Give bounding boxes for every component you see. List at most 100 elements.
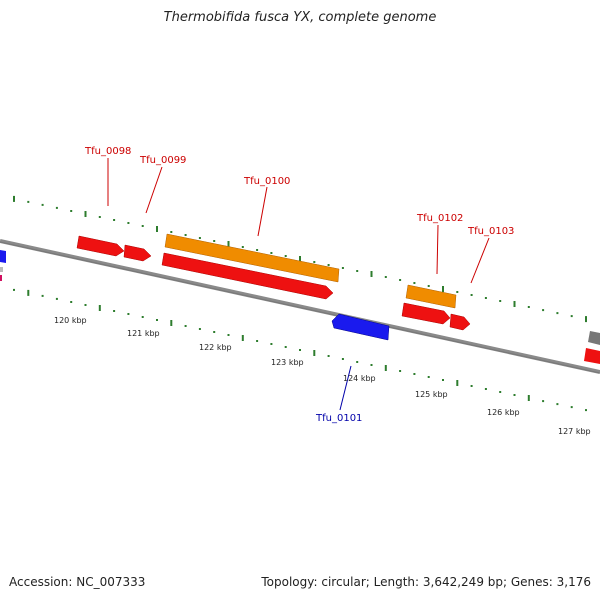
- gene-tfu-0102[interactable]: [405, 284, 457, 309]
- gc-tick: [470, 294, 473, 296]
- scale-label-124: 124 kbp: [343, 374, 376, 383]
- gc-tick: [284, 346, 287, 348]
- gc-tick: [299, 349, 301, 351]
- gc-tick: [170, 231, 173, 233]
- gc-tick: [141, 316, 144, 318]
- gene-label-leaders: [107, 158, 490, 411]
- gc-tick: [542, 400, 545, 403]
- gc-tick: [213, 331, 216, 333]
- gene-partial-right[interactable]: [588, 331, 600, 345]
- gc-tick: [127, 222, 130, 224]
- gene-label-tfu-0103[interactable]: Tfu_0103: [467, 226, 514, 237]
- accession-text: Accession: NC_007333: [9, 575, 146, 589]
- gc-content-track-lower: [13, 288, 587, 412]
- gc-tick: [127, 313, 130, 315]
- gc-tick: [184, 234, 187, 236]
- gc-tick: [427, 285, 430, 287]
- gc-tick: [442, 379, 444, 381]
- gene-tfu-0100[interactable]: [164, 233, 340, 283]
- gc-tick: [399, 279, 402, 281]
- gc-tick: [184, 325, 187, 327]
- cds-tfu-0103[interactable]: [449, 313, 471, 331]
- gene-label-tfu-0102[interactable]: Tfu_0102: [416, 213, 463, 224]
- gc-tick: [113, 310, 116, 312]
- cds-tfu-0102[interactable]: [401, 302, 451, 325]
- scale-label-127: 127 kbp: [558, 427, 591, 436]
- gc-tick: [198, 328, 201, 330]
- gc-tick: [313, 350, 316, 356]
- map-title: Thermobifida fusca YX, complete genome: [163, 10, 437, 25]
- gc-tick: [513, 394, 516, 396]
- gc-tick: [256, 340, 259, 342]
- gc-tick: [141, 225, 144, 227]
- gc-tick: [413, 373, 416, 375]
- gc-tick: [241, 246, 244, 248]
- gc-tick: [27, 200, 30, 203]
- gc-tick: [98, 305, 101, 311]
- gc-tick: [356, 270, 359, 272]
- gc-tick: [513, 301, 516, 307]
- gc-tick: [370, 271, 373, 277]
- gc-tick: [41, 294, 44, 297]
- gc-tick: [370, 364, 373, 366]
- cds-tfu-0099[interactable]: [123, 244, 152, 262]
- gc-tick: [156, 226, 158, 232]
- gc-tick: [270, 343, 273, 345]
- gc-tick: [484, 297, 487, 299]
- gc-tick: [241, 335, 244, 341]
- gc-tick: [113, 219, 116, 221]
- gc-tick: [170, 320, 173, 326]
- cds-tfu-0098[interactable]: [76, 235, 125, 257]
- gc-tick: [456, 380, 459, 386]
- gc-tick: [527, 395, 530, 401]
- gc-tick: [70, 301, 73, 303]
- scale-label-126: 126 kbp: [487, 408, 520, 417]
- gc-tick: [84, 211, 87, 217]
- reverse-cds-partial-left[interactable]: [0, 250, 6, 263]
- scale-label-125: 125 kbp: [415, 390, 448, 399]
- cds-partial-left[interactable]: [0, 275, 2, 281]
- gc-tick: [470, 385, 473, 387]
- gc-tick: [585, 316, 587, 323]
- gc-tick: [556, 312, 559, 315]
- gc-tick: [55, 297, 58, 300]
- gc-tick: [13, 288, 15, 291]
- gc-tick: [341, 358, 344, 360]
- gc-tick: [313, 261, 316, 263]
- gc-tick: [585, 409, 587, 412]
- gc-tick: [227, 241, 230, 247]
- gene-label-tfu-0099[interactable]: Tfu_0099: [139, 155, 186, 166]
- scale-label-121: 121 kbp: [127, 329, 160, 338]
- gc-tick: [570, 406, 573, 409]
- cds-partial-right[interactable]: [584, 348, 600, 364]
- gc-tick: [399, 370, 402, 372]
- gene-label-tfu-0100[interactable]: Tfu_0100: [243, 176, 290, 187]
- gc-content-track-upper: [13, 195, 587, 323]
- gc-tick: [13, 195, 15, 202]
- gc-tick: [270, 252, 273, 254]
- cds-tfu-0100[interactable]: [161, 252, 334, 300]
- gene-partial-left[interactable]: [0, 267, 3, 272]
- gc-tick: [55, 206, 58, 209]
- gc-tick: [556, 403, 559, 406]
- gc-tick: [327, 264, 330, 266]
- gc-tick: [256, 249, 259, 251]
- gc-tick: [98, 216, 101, 218]
- gc-tick: [570, 315, 573, 318]
- gene-label-tfu-0098[interactable]: Tfu_0098: [84, 146, 131, 157]
- gc-tick: [156, 319, 158, 321]
- gc-tick: [456, 291, 459, 293]
- gc-tick: [299, 256, 301, 262]
- gc-tick: [484, 388, 487, 390]
- gene-label-tfu-0101[interactable]: Tfu_0101: [315, 413, 362, 424]
- gc-tick: [41, 203, 44, 206]
- gc-tick: [499, 391, 502, 393]
- gc-tick: [84, 304, 87, 306]
- gc-tick: [542, 309, 545, 312]
- scale-label-123: 123 kbp: [271, 358, 304, 367]
- gc-tick: [442, 286, 444, 292]
- gc-tick: [427, 376, 430, 378]
- genome-summary-text: Topology: circular; Length: 3,642,249 bp…: [261, 575, 591, 589]
- cds-tfu-0101[interactable]: [331, 313, 390, 341]
